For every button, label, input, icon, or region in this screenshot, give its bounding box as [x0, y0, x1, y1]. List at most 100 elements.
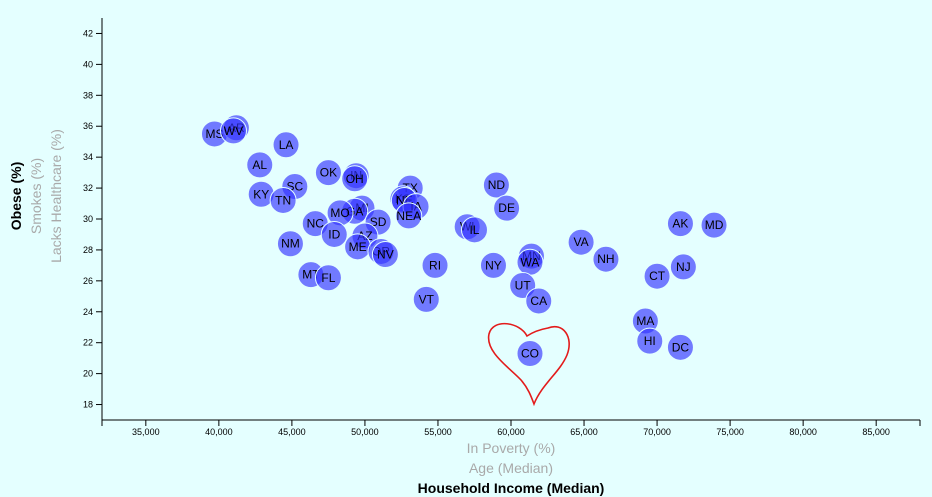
- x-axis-title[interactable]: Age (Median): [469, 460, 553, 476]
- data-point[interactable]: WA: [516, 248, 544, 276]
- data-point[interactable]: DC: [666, 333, 694, 361]
- data-point-circle[interactable]: [395, 202, 423, 230]
- x-tick-label: 75,000: [716, 427, 744, 437]
- data-point[interactable]: MO: [326, 199, 354, 227]
- data-point-label: VT: [419, 292, 435, 306]
- data-point[interactable]: DE: [493, 194, 521, 222]
- data-point-circle[interactable]: [269, 186, 297, 214]
- y-tick-label: 26: [83, 276, 93, 286]
- data-point-circle[interactable]: [314, 264, 342, 292]
- y-tick: 42: [83, 28, 102, 38]
- data-point[interactable]: MD: [700, 211, 728, 239]
- data-point[interactable]: AL: [246, 151, 274, 179]
- y-tick-label: 40: [83, 59, 93, 69]
- data-point-circle[interactable]: [421, 251, 449, 279]
- data-point-circle[interactable]: [493, 194, 521, 222]
- y-tick-label: 36: [83, 121, 93, 131]
- data-point-circle[interactable]: [479, 251, 507, 279]
- data-point-circle[interactable]: [412, 285, 440, 313]
- data-point[interactable]: ID: [320, 220, 348, 248]
- x-tick: 40,000: [205, 420, 233, 437]
- data-point-circle[interactable]: [636, 327, 664, 355]
- x-tick-label: 40,000: [205, 427, 233, 437]
- data-point-circle[interactable]: [669, 253, 697, 281]
- data-point[interactable]: LA: [272, 131, 300, 159]
- data-point[interactable]: ME: [344, 233, 372, 261]
- y-tick: 30: [83, 214, 102, 224]
- x-tick-label: 65,000: [570, 427, 598, 437]
- data-point[interactable]: NM: [276, 230, 304, 258]
- data-point-label: LA: [279, 138, 294, 152]
- x-tick: 75,000: [716, 420, 744, 437]
- data-point-circle[interactable]: [516, 340, 544, 368]
- data-point[interactable]: OH: [341, 165, 369, 193]
- x-tick-label: 50,000: [351, 427, 379, 437]
- y-tick: 36: [83, 121, 102, 131]
- data-point-circle[interactable]: [525, 287, 553, 315]
- data-point-label: DE: [498, 201, 515, 215]
- data-point[interactable]: CT: [643, 262, 671, 290]
- data-point[interactable]: VT: [412, 285, 440, 313]
- y-axis-title[interactable]: Lacks Healthcare (%): [48, 129, 64, 263]
- data-point-label: FL: [321, 271, 335, 285]
- data-point-circle[interactable]: [700, 211, 728, 239]
- data-point-label: MO: [330, 206, 349, 220]
- data-point-circle[interactable]: [643, 262, 671, 290]
- x-axis-title[interactable]: Household Income (Median): [418, 480, 605, 496]
- data-point-label: OK: [320, 166, 337, 180]
- data-point-circle[interactable]: [371, 241, 399, 269]
- data-point-circle[interactable]: [341, 165, 369, 193]
- data-point-circle[interactable]: [666, 210, 694, 238]
- data-point[interactable]: NEA: [395, 202, 423, 230]
- data-point[interactable]: TN: [269, 186, 297, 214]
- data-point-circle[interactable]: [666, 333, 694, 361]
- data-point[interactable]: OK: [314, 159, 342, 187]
- data-point-label: WA: [521, 255, 540, 269]
- data-point-circle[interactable]: [482, 171, 510, 199]
- y-tick: 24: [83, 307, 102, 317]
- data-point[interactable]: IL: [460, 216, 488, 244]
- x-tick-label: 45,000: [278, 427, 306, 437]
- data-point-label: OH: [346, 172, 364, 186]
- x-tick: 65,000: [570, 420, 598, 437]
- data-point[interactable]: VA: [567, 228, 595, 256]
- data-point-circle[interactable]: [460, 216, 488, 244]
- y-axis-title[interactable]: Obese (%): [8, 162, 24, 230]
- data-point-circle[interactable]: [567, 228, 595, 256]
- data-point-circle[interactable]: [219, 117, 247, 145]
- data-point[interactable]: CO: [516, 340, 544, 368]
- data-point[interactable]: RI: [421, 251, 449, 279]
- data-point-label: VA: [574, 235, 589, 249]
- data-point-label: TN: [275, 193, 291, 207]
- x-tick-label: 80,000: [789, 427, 817, 437]
- data-point[interactable]: NJ: [669, 253, 697, 281]
- data-point[interactable]: AK: [666, 210, 694, 238]
- data-point-label: CT: [649, 269, 666, 283]
- data-point[interactable]: FL: [314, 264, 342, 292]
- data-point[interactable]: MA: [631, 307, 659, 335]
- data-point-circle[interactable]: [246, 151, 274, 179]
- data-point-label: CA: [530, 294, 547, 308]
- data-point-circle[interactable]: [592, 245, 620, 273]
- y-axis-title[interactable]: Smokes (%): [28, 158, 44, 234]
- data-point[interactable]: KY: [247, 180, 275, 208]
- data-point-label: AK: [672, 217, 688, 231]
- data-point-circle[interactable]: [314, 159, 342, 187]
- data-point-label: WV: [224, 124, 243, 138]
- data-point-circle[interactable]: [320, 220, 348, 248]
- data-point[interactable]: NV: [371, 241, 399, 269]
- data-point-label: ID: [328, 227, 340, 241]
- data-point-circle[interactable]: [272, 131, 300, 159]
- data-point-label: NEA: [396, 209, 421, 223]
- data-point[interactable]: NH: [592, 245, 620, 273]
- data-point[interactable]: WV: [219, 117, 247, 145]
- x-axis-title[interactable]: In Poverty (%): [467, 440, 556, 456]
- data-point[interactable]: NY: [479, 251, 507, 279]
- data-point[interactable]: CA: [525, 287, 553, 315]
- y-tick-label: 42: [83, 28, 93, 38]
- data-point[interactable]: ND: [482, 171, 510, 199]
- y-tick-label: 24: [83, 307, 93, 317]
- data-point-circle[interactable]: [276, 230, 304, 258]
- data-point[interactable]: HI: [636, 327, 664, 355]
